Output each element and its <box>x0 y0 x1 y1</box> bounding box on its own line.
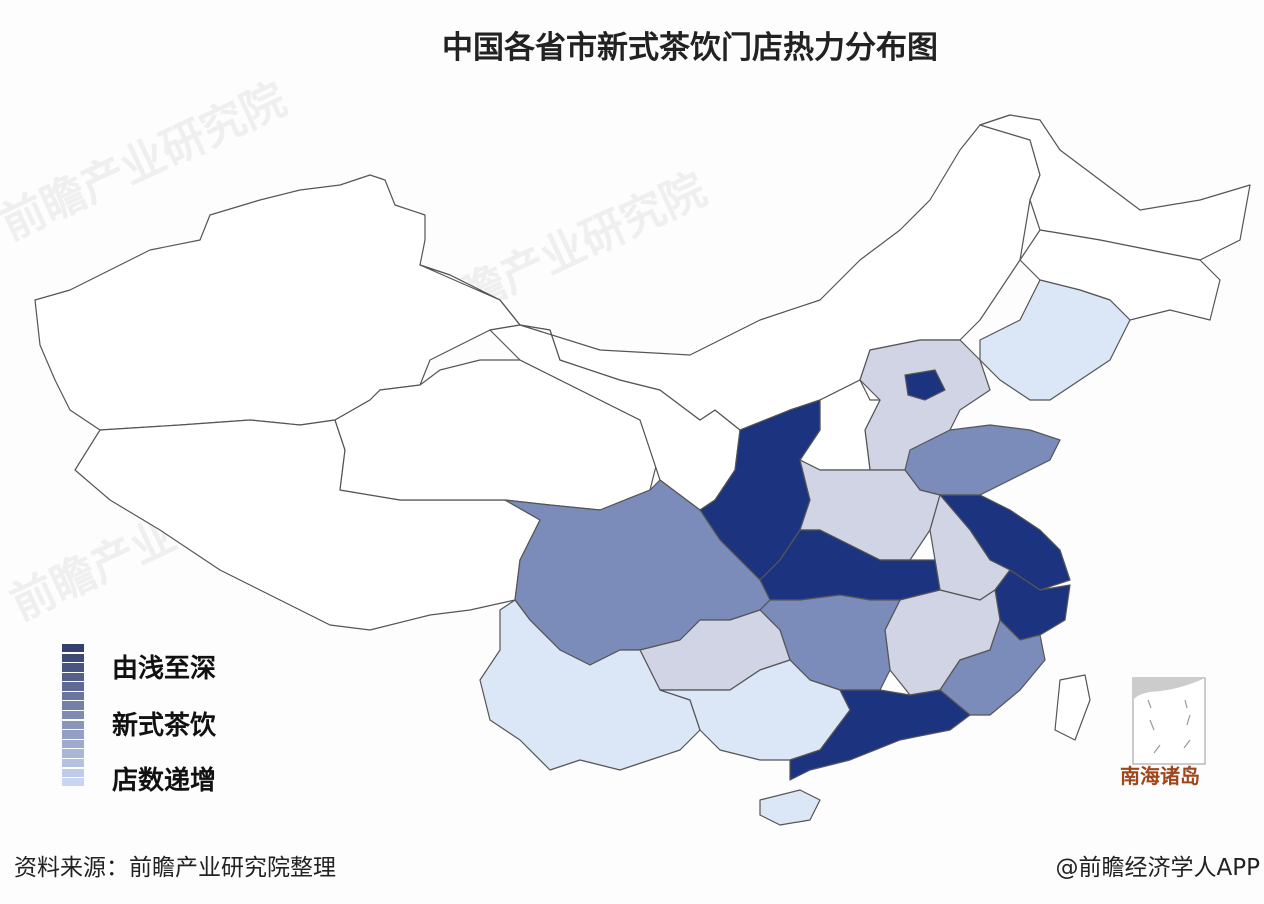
legend-step <box>62 691 84 701</box>
legend-step <box>62 730 84 739</box>
province-北京 <box>904 369 946 401</box>
legend-step <box>62 749 84 758</box>
legend-step <box>62 653 84 662</box>
legend-step <box>62 672 84 682</box>
legend-step <box>62 711 84 720</box>
province-广东 <box>789 689 971 781</box>
legend-step <box>62 701 84 710</box>
legend-step <box>62 663 84 672</box>
province-辽宁 <box>979 279 1131 401</box>
south-china-sea-label: 南海诸岛 <box>1120 764 1200 788</box>
province-海南 <box>759 789 821 826</box>
province-黑龙江 <box>979 114 1251 261</box>
legend-step <box>62 768 84 777</box>
province-台湾 <box>1054 674 1091 741</box>
south-china-sea-inset <box>1132 677 1206 765</box>
province-福建 <box>939 619 1046 716</box>
legend-line-3: 店数递增 <box>112 766 217 796</box>
legend-step <box>62 644 84 653</box>
map-title: 中国各省市新式茶饮门店热力分布图 <box>442 30 938 66</box>
legend-step <box>62 720 84 730</box>
legend-line-1: 由浅至深 <box>112 654 217 684</box>
legend-step <box>62 758 84 768</box>
legend-line-2: 新式茶饮 <box>112 711 217 741</box>
legend-gradient <box>62 644 84 788</box>
source-note: 资料来源：前瞻产业研究院整理 <box>14 855 336 881</box>
legend-step <box>62 778 84 787</box>
legend-step <box>62 739 84 749</box>
legend-step <box>62 682 84 691</box>
credit-note: @前瞻经济学人APP <box>1055 855 1260 881</box>
